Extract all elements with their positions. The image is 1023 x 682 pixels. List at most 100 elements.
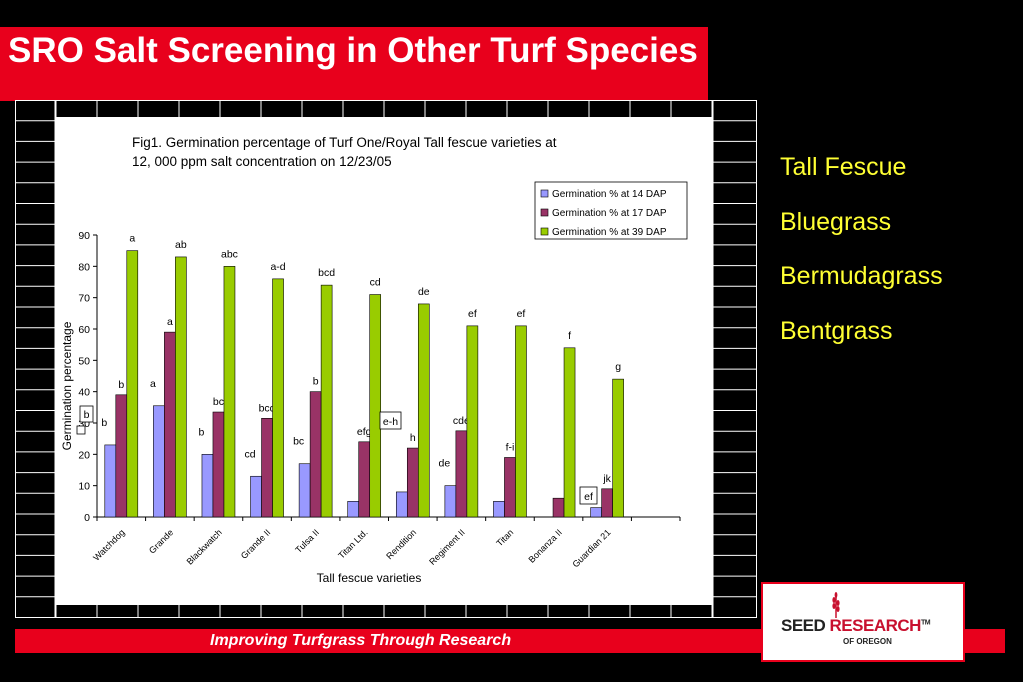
chart-title-line-2: 12, 000 ppm salt concentration on 12/23/… xyxy=(132,154,392,169)
significance-label: f-i xyxy=(506,441,515,453)
significance-label: efg xyxy=(357,426,372,438)
significance-label: bcd xyxy=(259,402,276,414)
legend-swatch xyxy=(540,208,549,217)
x-tick-label: Regiment II xyxy=(427,527,467,567)
bar xyxy=(272,278,284,518)
bar xyxy=(515,325,527,518)
bar xyxy=(261,417,273,518)
legend-swatch xyxy=(540,189,549,198)
bar xyxy=(347,501,360,518)
significance-label: ef xyxy=(468,308,477,320)
annotation-small-box xyxy=(76,425,86,435)
bar xyxy=(175,256,187,518)
x-axis-label: Tall fescue varieties xyxy=(317,571,422,585)
bar xyxy=(320,284,333,518)
y-tick-label: 80 xyxy=(78,261,90,273)
x-tick-label: Tulsa II xyxy=(293,527,321,555)
bar xyxy=(444,485,457,518)
significance-label: b xyxy=(199,426,205,438)
x-tick-label: Blackwatch xyxy=(185,527,224,566)
significance-label: a xyxy=(167,316,173,328)
species-item-tall-fescue: Tall Fescue xyxy=(780,153,907,181)
x-tick-label: Grande xyxy=(147,527,175,555)
x-tick-label: Bonanza II xyxy=(526,527,563,564)
bar xyxy=(223,266,236,518)
bar xyxy=(104,444,117,518)
significance-label: de xyxy=(418,286,430,298)
significance-label: ef xyxy=(517,308,526,320)
significance-label: abc xyxy=(221,248,238,260)
x-tick-label: Watchdog xyxy=(91,527,126,562)
chart-title-line-1: Fig1. Germination percentage of Turf One… xyxy=(132,135,557,150)
significance-label: bcd xyxy=(318,267,335,279)
bar xyxy=(395,491,408,518)
bar xyxy=(164,331,176,518)
bar xyxy=(153,405,165,518)
y-tick-label: 70 xyxy=(78,293,90,305)
significance-label: de xyxy=(439,458,451,470)
bar xyxy=(298,463,311,518)
significance-label: cd xyxy=(244,448,255,460)
x-tick-label: Titan xyxy=(494,527,515,548)
significance-label: b xyxy=(101,417,107,429)
y-tick-label: 90 xyxy=(78,230,90,242)
grid-border xyxy=(15,100,757,618)
significance-label: b xyxy=(118,379,124,391)
y-tick-label: 30 xyxy=(78,418,90,430)
annotation-box-label: e-h xyxy=(383,416,398,428)
species-item-bentgrass: Bentgrass xyxy=(780,316,893,345)
bar xyxy=(504,457,516,518)
bar xyxy=(369,294,382,518)
footer-tagline: Improving Turfgrass Through Research xyxy=(210,632,512,649)
annotation-box-label: b xyxy=(84,409,90,421)
y-tick-label: 50 xyxy=(78,355,90,367)
bar xyxy=(601,488,613,518)
significance-label: cd xyxy=(370,277,381,289)
bar xyxy=(455,430,468,518)
y-tick-label: 40 xyxy=(78,387,90,399)
title-bar xyxy=(0,27,708,101)
significance-label: cde xyxy=(453,415,470,427)
significance-label: b xyxy=(313,376,319,388)
y-tick-label: 10 xyxy=(78,481,90,493)
significance-label: a-d xyxy=(270,261,285,273)
logo-research-text: RESEARCH xyxy=(829,616,922,635)
bar xyxy=(417,303,430,518)
bar xyxy=(493,501,505,518)
annotation-box-label: ef xyxy=(584,491,593,503)
legend-swatch xyxy=(540,227,549,236)
significance-label: bc xyxy=(213,396,224,408)
bar xyxy=(358,441,371,518)
bar xyxy=(250,475,262,518)
x-tick-label: Guardian 21 xyxy=(570,527,612,569)
annotation-box xyxy=(379,411,402,430)
species-item-bermudagrass: Bermudagrass xyxy=(780,262,943,290)
significance-label: ab xyxy=(175,239,187,251)
bar xyxy=(406,447,419,518)
seed-research-logo: SEED RESEARCHTM OF OREGON xyxy=(761,582,965,662)
bar xyxy=(612,378,624,518)
bar xyxy=(309,391,322,518)
y-axis-label: Germination percentage xyxy=(60,321,74,450)
bar xyxy=(552,497,565,518)
legend-label: Germination % at 14 DAP xyxy=(552,189,667,200)
significance-label: bc xyxy=(293,436,304,448)
logo-tm: TM xyxy=(920,619,931,627)
y-tick-label: 20 xyxy=(78,449,90,461)
germination-chart: Fig1. Germination percentage of Turf One… xyxy=(60,135,688,585)
species-item-bluegrass: Bluegrass xyxy=(780,207,892,236)
legend-label: Germination % at 39 DAP xyxy=(552,227,667,238)
bar xyxy=(563,347,576,518)
x-tick-label: Titan Ltd. xyxy=(336,527,369,560)
bar xyxy=(126,250,139,518)
significance-label: h xyxy=(410,432,416,444)
legend-box xyxy=(534,181,688,240)
bar xyxy=(115,394,128,518)
annotation-box xyxy=(79,405,94,423)
significance-label: g xyxy=(615,361,621,373)
logo-seed-text: SEED xyxy=(781,616,826,635)
annotation-box xyxy=(579,486,598,505)
legend-label: Germination % at 17 DAP xyxy=(552,208,667,219)
bar xyxy=(201,454,214,518)
bar xyxy=(212,411,225,518)
